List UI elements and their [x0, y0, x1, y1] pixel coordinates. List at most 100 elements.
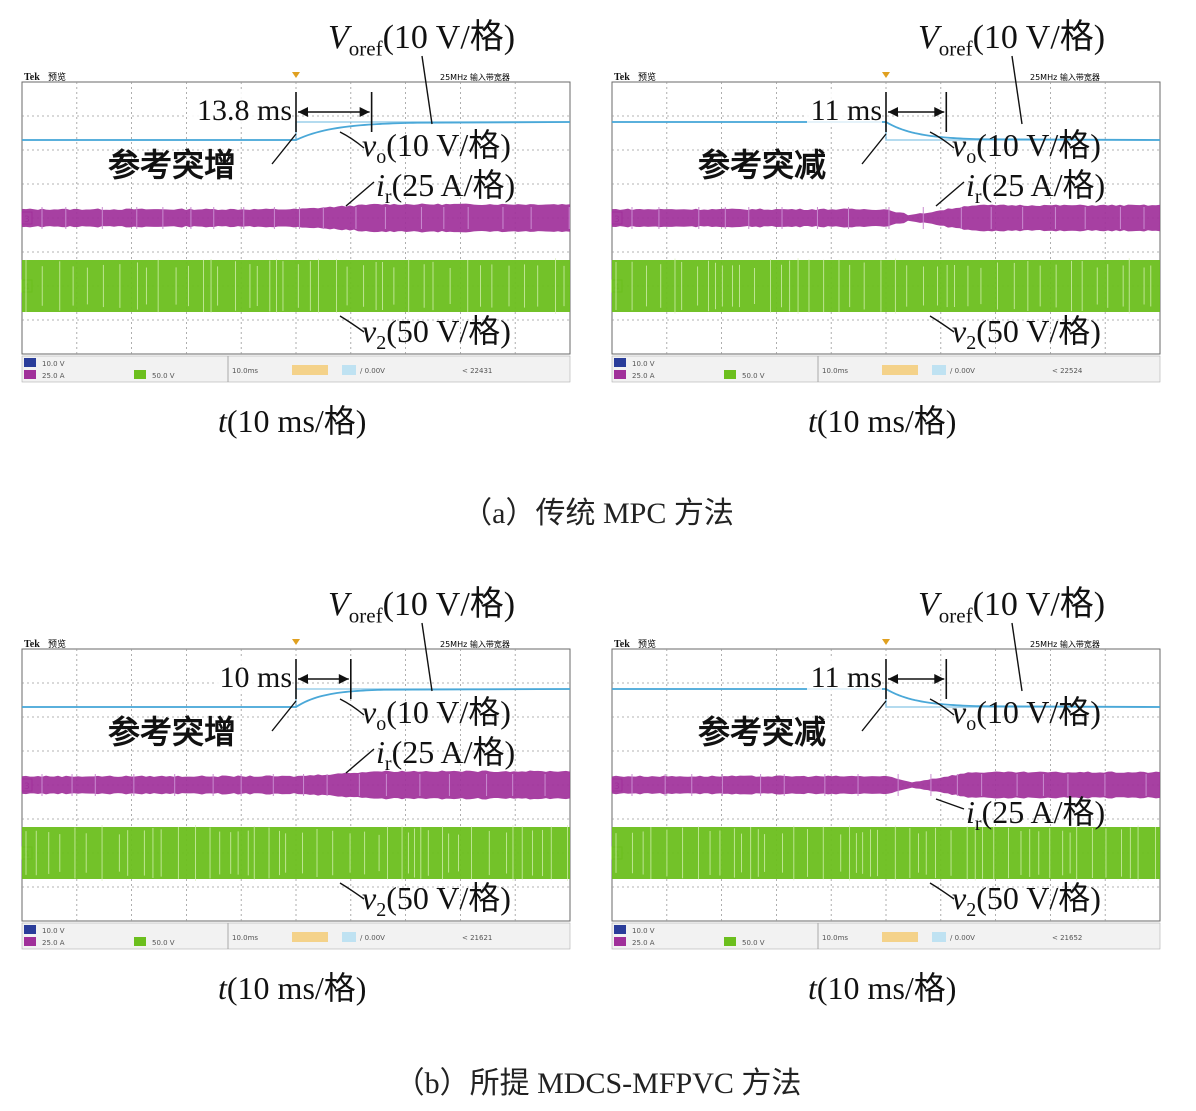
trigger-position-marker — [292, 639, 300, 645]
ch4-chip — [134, 370, 146, 379]
ir-trace — [612, 771, 1160, 799]
scope-brand: Tek — [614, 639, 630, 650]
delay-label-bg — [187, 92, 292, 124]
trigger-level: / 0.00V — [360, 367, 385, 375]
voref-leader — [421, 55, 433, 125]
trigger-source-chip — [342, 365, 356, 375]
v2-trace — [612, 260, 1160, 312]
ch3-chip — [614, 937, 626, 946]
voref-leader — [1011, 622, 1023, 692]
v2-label: v2(50 V/格) — [362, 880, 511, 921]
vo-trace — [612, 688, 1161, 708]
ir-label: ir(25 A/格) — [376, 167, 515, 208]
caption-b: （b）所提 MDCS-MFPVC 方法 — [394, 1067, 802, 1100]
ch1-chip — [24, 925, 36, 934]
scope-mode: 预览 — [638, 638, 656, 650]
ch4-scale: 50.0 V — [152, 939, 175, 947]
v2-label: v2(50 V/格) — [362, 313, 511, 354]
vo-trace — [22, 121, 571, 141]
ch1-scale: 10.0 V — [42, 927, 65, 935]
delay-arrowhead-left — [298, 107, 308, 117]
voref-label: Voref(10 V/格) — [918, 585, 1105, 627]
vo-trace — [612, 121, 1161, 141]
scope-mode: 预览 — [638, 71, 656, 83]
v2-trace — [612, 827, 1160, 879]
voref-leader — [1011, 55, 1023, 125]
ir-leader — [345, 748, 375, 774]
time-axis-label: t(10 ms/格) — [808, 970, 956, 1006]
ch4-chip — [724, 370, 736, 379]
trigger-source-chip — [932, 932, 946, 942]
ch1-chip — [614, 358, 626, 367]
delay-arrowhead-left — [888, 107, 898, 117]
trigger-position-marker — [882, 639, 890, 645]
delay-label: 10 ms — [219, 661, 292, 694]
ch1-scale: 10.0 V — [42, 360, 65, 368]
trigger-source-chip — [932, 365, 946, 375]
trigger-position-marker — [292, 72, 300, 78]
ch3-scale: 25.0 A — [632, 939, 655, 947]
delay-arrowhead-right — [934, 674, 945, 684]
delay-arrowhead-right — [338, 674, 349, 684]
trigger-chip — [882, 932, 918, 942]
delay-label-bg — [807, 659, 882, 691]
ch3-scale: 25.0 A — [42, 939, 65, 947]
voref-label: Voref(10 V/格) — [328, 585, 515, 627]
trigger-chip — [292, 365, 328, 375]
scope-header-info: 25MHz 输入带宽器 — [440, 72, 510, 82]
ch3-scale: 25.0 A — [42, 372, 65, 380]
footer-time: < 22431 — [462, 367, 492, 375]
ir-label: ir(25 A/格) — [376, 734, 515, 775]
ir-leader — [935, 798, 965, 810]
timebase: 10.0ms — [232, 934, 258, 942]
scope-mode: 预览 — [48, 638, 66, 650]
ir-label: ir(25 A/格) — [966, 794, 1105, 835]
event-label: 参考突减 — [698, 714, 826, 750]
v2-leader — [339, 315, 365, 333]
trigger-position-marker — [882, 72, 890, 78]
timebase: 10.0ms — [822, 934, 848, 942]
delay-label: 11 ms — [811, 661, 882, 694]
delay-label-bg — [217, 659, 292, 691]
trigger-chip — [882, 365, 918, 375]
ch4-scale: 50.0 V — [152, 372, 175, 380]
footer-time: < 22524 — [1052, 367, 1083, 375]
vo-leader — [929, 698, 955, 716]
timebase: 10.0ms — [232, 367, 258, 375]
scope-header-info: 25MHz 输入带宽器 — [1030, 72, 1100, 82]
vo-label: vo(10 V/格) — [952, 694, 1101, 735]
ch4-chip — [724, 937, 736, 946]
event-leader — [271, 133, 297, 165]
event-leader — [861, 700, 887, 732]
voref-label: Voref(10 V/格) — [328, 18, 515, 60]
voref-label: Voref(10 V/格) — [918, 18, 1105, 60]
ir-label: ir(25 A/格) — [966, 167, 1105, 208]
time-axis-label: t(10 ms/格) — [808, 403, 956, 439]
ch1-scale: 10.0 V — [632, 927, 655, 935]
event-label: 参考突减 — [698, 147, 826, 183]
scope-brand: Tek — [24, 72, 40, 83]
footer-time: < 21652 — [1052, 934, 1082, 942]
scope-header-info: 25MHz 输入带宽器 — [440, 639, 510, 649]
scope-mode: 预览 — [48, 71, 66, 83]
voref-leader — [421, 622, 433, 692]
event-label: 参考突增 — [108, 147, 236, 183]
delay-label: 13.8 ms — [197, 94, 292, 127]
v2-label: v2(50 V/格) — [952, 313, 1101, 354]
trigger-level: / 0.00V — [360, 934, 385, 942]
ch4-chip — [134, 937, 146, 946]
vo-label: vo(10 V/格) — [952, 127, 1101, 168]
vo-trace — [22, 688, 571, 708]
ch3-chip — [24, 370, 36, 379]
event-leader — [861, 133, 887, 165]
ch1-chip — [614, 925, 626, 934]
footer-time: < 21621 — [462, 934, 492, 942]
trigger-chip — [292, 932, 328, 942]
ir-leader — [345, 181, 375, 207]
delay-label-bg — [807, 92, 882, 124]
vo-label: vo(10 V/格) — [362, 694, 511, 735]
